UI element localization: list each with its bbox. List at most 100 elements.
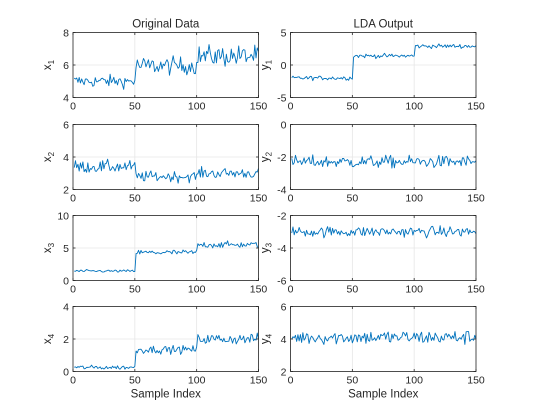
y-tick-label: 8 xyxy=(63,27,69,39)
y-axis-label-base: x xyxy=(42,338,54,344)
x-tick-label: 100 xyxy=(405,193,423,205)
x-tick-label: 150 xyxy=(250,193,268,205)
y-tick-label: 10 xyxy=(57,210,69,222)
y-tick-label: 4 xyxy=(63,152,69,164)
subplot-title: LDA Output xyxy=(354,19,414,31)
x-tick-label: 50 xyxy=(129,375,141,387)
y-tick-label: -4 xyxy=(277,184,286,196)
y-tick-label: 2 xyxy=(281,366,287,378)
y-axis-label: y4 xyxy=(260,333,274,344)
x-tick-label: 0 xyxy=(288,284,294,296)
x-tick-label: 150 xyxy=(467,284,485,296)
y-axis-label-base: x xyxy=(42,247,54,253)
series-line xyxy=(73,44,259,90)
y-axis-label-base: y xyxy=(260,247,272,253)
y-tick-label: -2 xyxy=(277,210,286,222)
series-line xyxy=(73,158,259,184)
y-tick-label: 0 xyxy=(281,119,287,131)
y-axis-label-subscript: 4 xyxy=(265,333,274,338)
y-tick-label: 5 xyxy=(281,27,287,39)
x-tick-label: 150 xyxy=(250,284,268,296)
y-axis-label: y1 xyxy=(260,59,274,70)
x-tick-label: 100 xyxy=(405,284,423,296)
subplot-5: 0 50 100 150 0 5 10 x3 xyxy=(42,210,267,295)
y-axis-label-base: y xyxy=(260,156,272,162)
subplot-1: 0 50 100 150 4 6 8 Original Data x1 xyxy=(42,19,267,113)
y-axis-label-subscript: 3 xyxy=(47,242,56,247)
y-axis-label-base: y xyxy=(260,64,272,70)
y-axis-label: x1 xyxy=(42,59,56,70)
y-axis-label: x4 xyxy=(42,333,56,344)
y-tick-label: -6 xyxy=(277,275,286,287)
y-axis-label-subscript: 4 xyxy=(47,333,56,338)
y-tick-label: 4 xyxy=(63,301,69,313)
y-axis-label-subscript: 1 xyxy=(265,59,274,64)
x-tick-label: 0 xyxy=(288,375,294,387)
y-tick-label: 2 xyxy=(63,184,69,196)
series-line xyxy=(291,331,477,345)
x-tick-label: 0 xyxy=(288,193,294,205)
y-axis-label-subscript: 1 xyxy=(47,59,56,64)
y-tick-label: -2 xyxy=(277,152,286,164)
y-axis-label-subscript: 3 xyxy=(265,242,274,247)
x-tick-label: 50 xyxy=(346,375,358,387)
series-line xyxy=(74,240,259,273)
y-tick-label: 0 xyxy=(281,60,287,72)
series-line xyxy=(291,154,477,169)
x-axis-label: Sample Index xyxy=(348,389,419,401)
y-axis-label: y2 xyxy=(260,151,274,162)
x-tick-label: 100 xyxy=(405,375,423,387)
y-axis-label-subscript: 2 xyxy=(265,151,274,156)
y-tick-label: 0 xyxy=(63,275,69,287)
x-tick-label: 100 xyxy=(405,101,423,113)
x-tick-label: 0 xyxy=(70,193,76,205)
y-axis-label-base: y xyxy=(260,338,272,344)
x-tick-label: 50 xyxy=(346,193,358,205)
y-tick-label: 0 xyxy=(63,366,69,378)
y-tick-label: 4 xyxy=(281,334,287,346)
x-tick-label: 50 xyxy=(129,101,141,113)
y-axis-label-base: x xyxy=(42,156,54,162)
y-tick-label: 4 xyxy=(63,92,69,104)
x-tick-label: 100 xyxy=(188,101,206,113)
y-tick-label: 2 xyxy=(63,334,69,346)
x-tick-label: 50 xyxy=(129,193,141,205)
x-tick-label: 50 xyxy=(346,101,358,113)
y-tick-label: 6 xyxy=(63,119,69,131)
x-tick-label: 150 xyxy=(467,193,485,205)
x-axis-label: Sample Index xyxy=(131,389,202,401)
x-tick-label: 0 xyxy=(70,284,76,296)
x-tick-label: 150 xyxy=(467,101,485,113)
y-tick-label: -5 xyxy=(277,92,286,104)
y-tick-label: 6 xyxy=(63,60,69,72)
x-tick-label: 100 xyxy=(188,193,206,205)
x-tick-label: 50 xyxy=(346,284,358,296)
series-line xyxy=(291,43,477,82)
subplot-4: 0 50 100 150 -4 -2 0 y2 xyxy=(260,119,485,204)
y-tick-label: -4 xyxy=(277,243,286,255)
y-tick-label: 5 xyxy=(63,243,69,255)
y-axis-label-subscript: 2 xyxy=(47,151,56,156)
x-tick-label: 0 xyxy=(70,375,76,387)
y-axis-label-base: x xyxy=(42,64,54,70)
x-tick-label: 50 xyxy=(129,284,141,296)
y-axis-label: x2 xyxy=(42,151,56,162)
x-tick-label: 100 xyxy=(188,375,206,387)
y-axis-label: y3 xyxy=(260,242,274,253)
series-line xyxy=(291,225,477,239)
series-line xyxy=(74,332,259,370)
x-tick-label: 150 xyxy=(250,101,268,113)
x-tick-label: 0 xyxy=(288,101,294,113)
x-tick-label: 150 xyxy=(467,375,485,387)
y-tick-label: 6 xyxy=(281,301,287,313)
x-tick-label: 0 xyxy=(70,101,76,113)
subplot-title: Original Data xyxy=(132,19,200,31)
x-tick-label: 150 xyxy=(250,375,268,387)
subplot-6: 0 50 100 150 -6 -4 -2 y3 xyxy=(260,210,485,295)
x-tick-label: 100 xyxy=(188,284,206,296)
